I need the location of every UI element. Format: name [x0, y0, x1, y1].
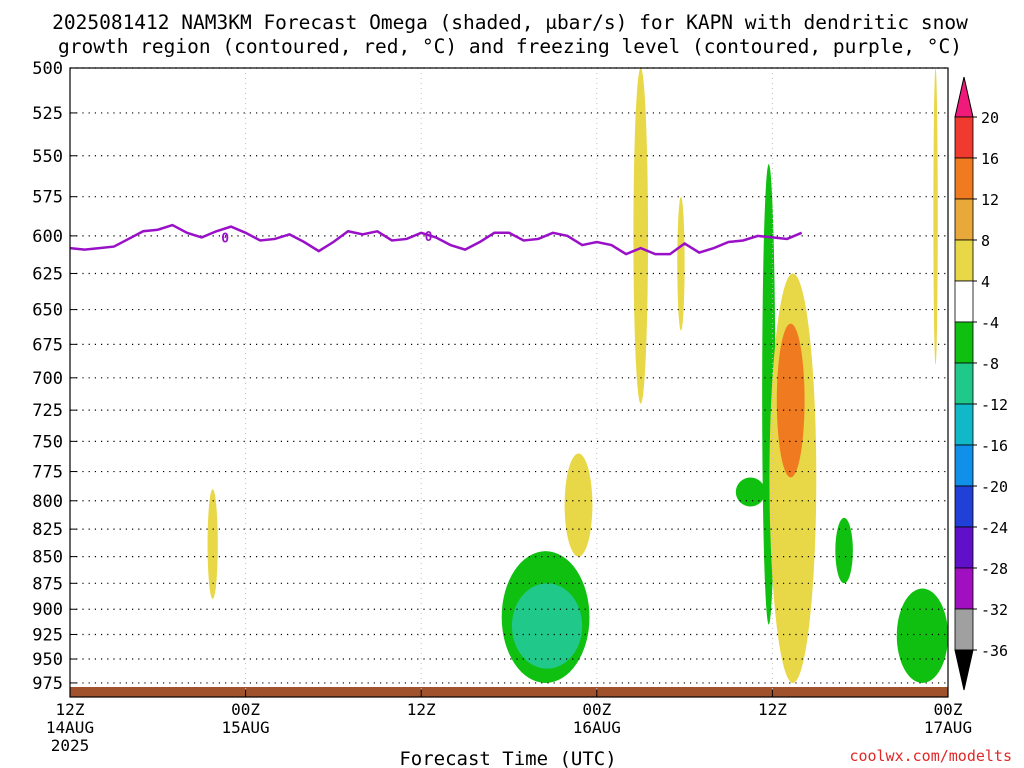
y-tick-label-525: 525 [32, 104, 63, 124]
colorbar-box-5 [954, 280, 974, 323]
y-tick-label-800: 800 [32, 492, 63, 512]
colorbar-bottom-arrow [954, 649, 974, 691]
chart-title-line1: 2025081412 NAM3KM Forecast Omega (shaded… [52, 11, 968, 34]
colorbar-label-4: 4 [981, 273, 990, 291]
x-tick-label-2: 12Z [407, 700, 436, 719]
colorbar-label-11: -28 [981, 560, 1008, 578]
colorbar-top-arrow [954, 76, 974, 118]
colorbar-label-0: 20 [981, 109, 999, 127]
colorbar-box-4 [954, 239, 974, 282]
y-tick-label-925: 925 [32, 625, 63, 645]
x-tick-year-0: 2025 [51, 736, 90, 755]
x-axis-label: Forecast Time (UTC) [399, 748, 616, 768]
freezing-level-label-0: 0 [221, 231, 229, 246]
omega-region-3 [564, 453, 593, 557]
omega-region-0 [207, 489, 218, 599]
x-tick-sublabel-1: 15AUG [222, 718, 270, 737]
credit-text: coolwx.com/modelts [849, 747, 1012, 765]
colorbar-box-9 [954, 444, 974, 487]
colorbar-label-12: -32 [981, 601, 1008, 619]
y-tick-label-675: 675 [32, 335, 63, 355]
colorbar-label-7: -12 [981, 396, 1008, 414]
y-tick-label-650: 650 [32, 301, 63, 321]
y-tick-label-550: 550 [32, 147, 63, 167]
x-tick-label-0: 12Z [56, 700, 85, 719]
y-tick-label-875: 875 [32, 574, 63, 594]
colorbar-label-6: -8 [981, 355, 999, 373]
y-tick-label-750: 750 [32, 432, 63, 452]
omega-region-11 [896, 588, 948, 683]
x-tick-sublabel-5: 17AUG [924, 718, 972, 737]
colorbar-label-2: 12 [981, 191, 999, 209]
y-tick-label-600: 600 [32, 227, 63, 247]
colorbar-box-3 [954, 198, 974, 241]
colorbar-label-5: -4 [981, 314, 999, 332]
y-tick-label-950: 950 [32, 650, 63, 670]
omega-region-2 [511, 583, 583, 669]
omega-region-12 [933, 68, 938, 365]
y-tick-label-975: 975 [32, 674, 63, 694]
colorbar-box-6 [954, 321, 974, 364]
x-tick-label-5: 00Z [934, 700, 963, 719]
colorbar-label-8: -16 [981, 437, 1008, 455]
y-tick-label-825: 825 [32, 520, 63, 540]
freezing-level-line [69, 223, 803, 256]
omega-region-5 [677, 196, 685, 331]
omega-region-9 [776, 323, 805, 478]
terrain-band [70, 687, 948, 697]
y-tick-label-575: 575 [32, 188, 63, 208]
plot-frame [69, 67, 949, 698]
colorbar-label-13: -36 [981, 642, 1008, 660]
y-tick-label-850: 850 [32, 548, 63, 568]
colorbar-label-3: 8 [981, 232, 990, 250]
y-tick-label-900: 900 [32, 600, 63, 620]
omega-region-10 [835, 517, 853, 584]
y-tick-label-725: 725 [32, 401, 63, 421]
colorbar-label-10: -24 [981, 519, 1008, 537]
colorbar-box-1 [954, 116, 974, 159]
colorbar-box-11 [954, 526, 974, 569]
x-tick-label-3: 00Z [582, 700, 611, 719]
y-tick-label-775: 775 [32, 463, 63, 483]
freezing-level-label-1: 0 [425, 230, 433, 245]
omega-region-7 [735, 477, 766, 507]
colorbar-box-10 [954, 485, 974, 528]
chart-title-line2: growth region (contoured, red, °C) and f… [58, 35, 962, 58]
y-tick-label-700: 700 [32, 369, 63, 389]
x-tick-sublabel-0: 14AUG [46, 718, 94, 737]
x-tick-label-1: 00Z [231, 700, 260, 719]
colorbar-box-7 [954, 362, 974, 405]
colorbar-box-12 [954, 567, 974, 610]
colorbar-box-13 [954, 608, 974, 651]
x-tick-label-4: 12Z [758, 700, 787, 719]
colorbar-legend: 20 16 12 8 4 -4 -8 -12 -16 -20 -24 -28 -32 -36 [954, 76, 1008, 691]
plot-area: 500 525 550 575 600 625 650 675 700 725 750 775 800 8… [32, 59, 972, 755]
x-tick-sublabel-3: 16AUG [573, 718, 621, 737]
y-tick-label-500: 500 [32, 59, 63, 79]
y-tick-label-625: 625 [32, 264, 63, 284]
colorbar-label-9: -20 [981, 478, 1008, 496]
colorbar-box-8 [954, 403, 974, 446]
colorbar-label-1: 16 [981, 150, 999, 168]
colorbar-box-2 [954, 157, 974, 200]
